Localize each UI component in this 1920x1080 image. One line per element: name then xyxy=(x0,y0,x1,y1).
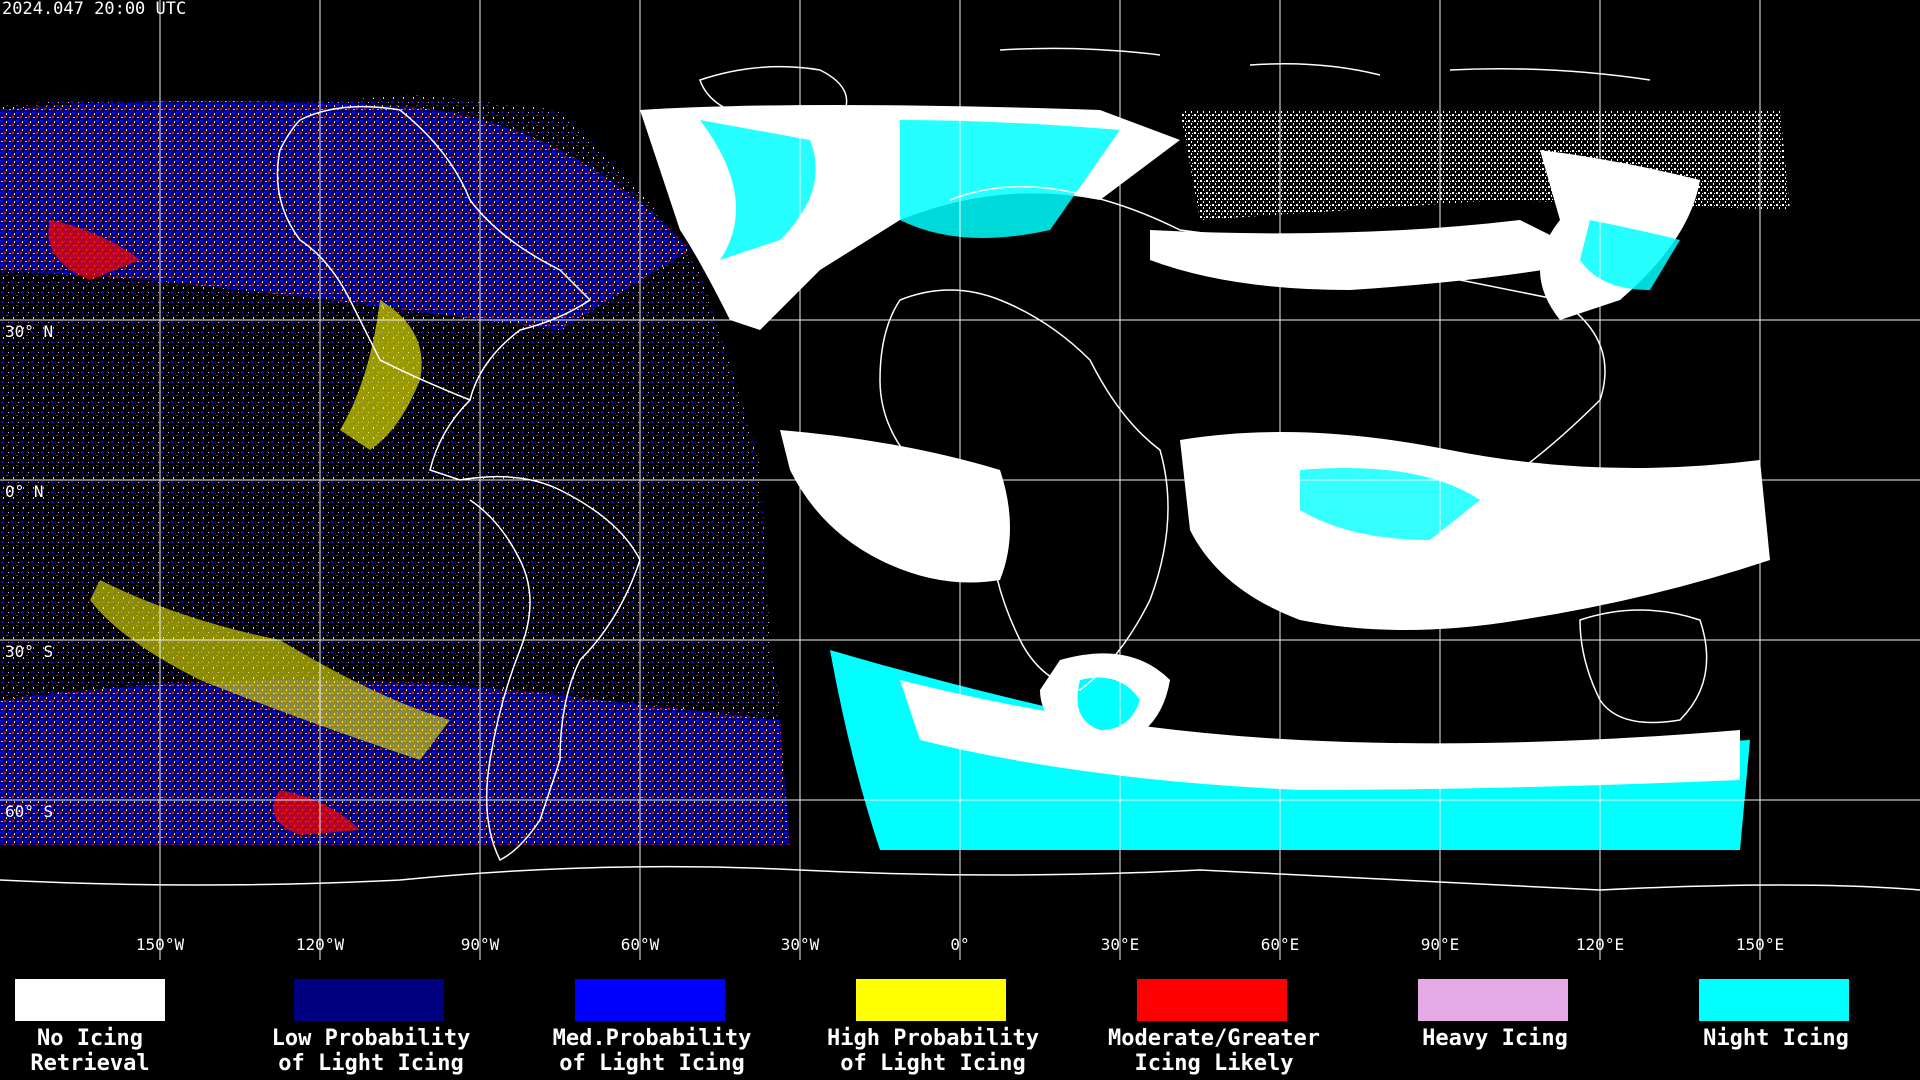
legend-swatch-moderate-greater xyxy=(1137,979,1287,1021)
legend-label-night-icing: Night Icing xyxy=(1703,1026,1849,1051)
icing-retrieval-west xyxy=(0,95,790,845)
legend-item-low-probability: Low Probability of Light Icing xyxy=(231,960,511,1080)
lon-label-60e: 60°E xyxy=(1260,935,1300,954)
legend-label-heavy-icing: Heavy Icing xyxy=(1422,1026,1568,1051)
legend-label-moderate-greater: Moderate/Greater Icing Likely xyxy=(1108,1026,1320,1076)
lon-label-120e: 120°E xyxy=(1575,935,1625,954)
legend-swatch-heavy-icing xyxy=(1418,979,1568,1021)
lon-label-150w: 150°W xyxy=(135,935,185,954)
legend-label-high-probability: High Probability of Light Icing xyxy=(827,1026,1039,1076)
legend-item-high-probability: High Probability of Light Icing xyxy=(793,960,1073,1080)
lat-label-60s: 60° S xyxy=(5,802,54,821)
timestamp-title: 2024.047 20:00 UTC xyxy=(2,0,187,19)
legend-label-low-probability: Low Probability of Light Icing xyxy=(271,1026,471,1076)
legend-swatch-high-probability xyxy=(856,979,1006,1021)
lon-label-30w: 30°W xyxy=(780,935,820,954)
legend-item-night-icing: Night Icing xyxy=(1636,960,1916,1080)
lon-label-90w: 90°W xyxy=(460,935,500,954)
legend-swatch-med-probability xyxy=(575,979,725,1021)
lon-label-30e: 30°E xyxy=(1100,935,1140,954)
lon-label-90e: 90°E xyxy=(1420,935,1460,954)
legend-swatch-no-icing xyxy=(15,979,165,1021)
legend-item-heavy-icing: Heavy Icing xyxy=(1355,960,1635,1080)
lon-label-120w: 120°W xyxy=(295,935,345,954)
legend: No Icing Retrieval Low Probability of Ligh… xyxy=(0,960,1920,1080)
legend-label-no-icing: No Icing Retrieval xyxy=(30,1026,150,1076)
legend-swatch-night-icing xyxy=(1699,979,1849,1021)
lon-label-60w: 60°W xyxy=(620,935,660,954)
legend-item-no-icing: No Icing Retrieval xyxy=(0,960,230,1080)
legend-swatch-low-probability xyxy=(294,979,444,1021)
icing-map xyxy=(0,0,1920,960)
legend-item-med-probability: Med.Probability of Light Icing xyxy=(512,960,792,1080)
lat-label-30s: 30° S xyxy=(5,642,54,661)
map-area xyxy=(0,0,1920,960)
legend-item-moderate-greater: Moderate/Greater Icing Likely xyxy=(1074,960,1354,1080)
lat-label-0n: 0° N xyxy=(5,482,44,501)
lon-label-0: 0° xyxy=(950,935,970,954)
graticule xyxy=(0,0,1920,960)
lat-label-30n: 30° N xyxy=(5,322,54,341)
lon-label-150e: 150°E xyxy=(1735,935,1785,954)
icing-retrieval-east xyxy=(620,105,1790,850)
coastlines xyxy=(0,47,1920,891)
legend-label-med-probability: Med.Probability of Light Icing xyxy=(552,1026,752,1076)
